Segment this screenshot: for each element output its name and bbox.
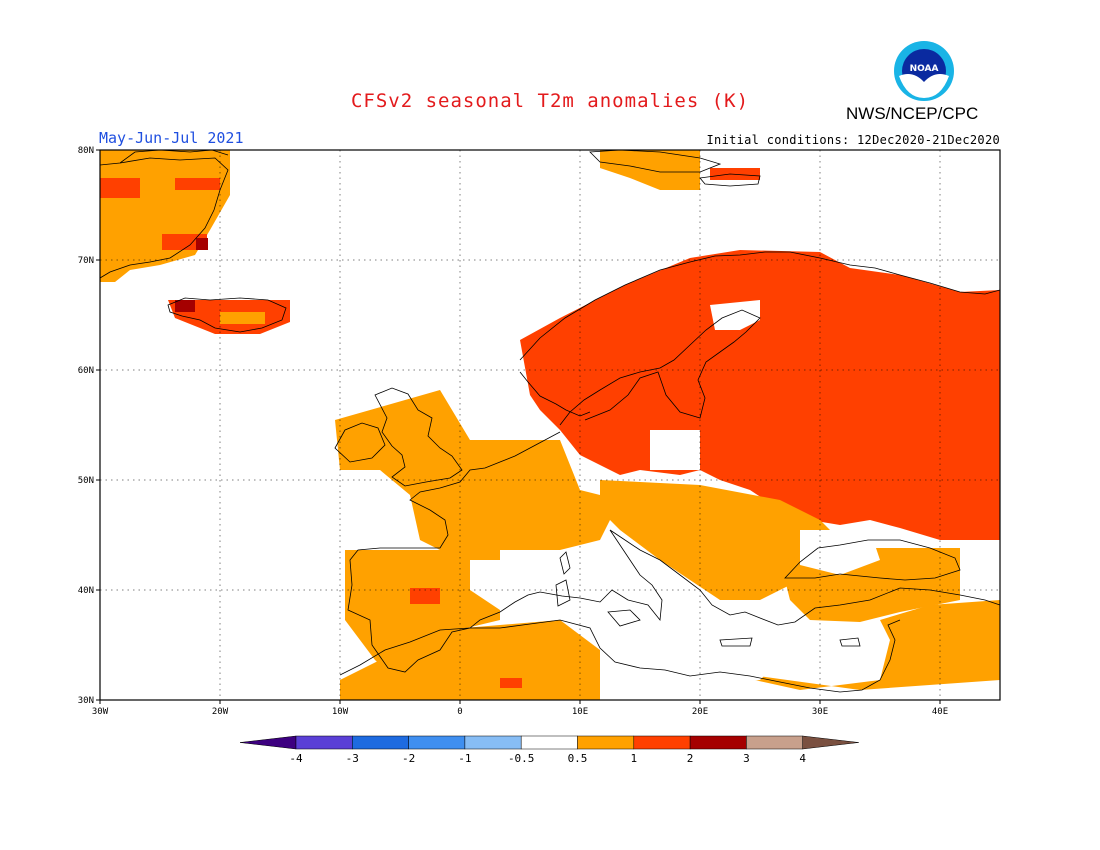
scandinavia-russia-hot-region bbox=[520, 250, 1000, 540]
map-frame bbox=[99, 149, 1001, 701]
colorbar-swatch bbox=[464, 735, 522, 750]
iberia-warm-region bbox=[345, 550, 500, 675]
colorbar-label: 4 bbox=[799, 752, 806, 765]
greenland-hot-cell bbox=[100, 178, 140, 198]
colorbar-label: 1 bbox=[630, 752, 637, 765]
lat-tick-label: 40N bbox=[78, 586, 94, 596]
colorbar-legend: -4 -3 -2 -1 -0.5 0.5 1 2 3 4 bbox=[239, 735, 859, 765]
lon-tick-label: 20E bbox=[692, 707, 708, 717]
colorbar-swatch bbox=[520, 735, 578, 750]
colorbar-swatch bbox=[633, 735, 691, 750]
iberia-hot-cell bbox=[410, 588, 440, 604]
lon-tick-label: 30W bbox=[92, 707, 109, 717]
lat-tick-label: 80N bbox=[78, 146, 94, 156]
colorbar-label: 2 bbox=[687, 752, 694, 765]
greenland-hot-cell bbox=[175, 178, 220, 190]
chart-title: CFSv2 seasonal T2m anomalies (K) bbox=[350, 90, 750, 112]
greenland-warm-region bbox=[100, 150, 230, 282]
colorbar-swatch bbox=[352, 735, 409, 750]
lon-tick-label: 40E bbox=[932, 707, 948, 717]
colorbar-label: -1 bbox=[458, 752, 471, 765]
western-med-neutral-area bbox=[470, 560, 620, 620]
colorbar-swatch bbox=[408, 735, 466, 750]
lat-tick-label: 50N bbox=[78, 476, 94, 486]
colorbar-label: -2 bbox=[402, 752, 415, 765]
axis-ticks: 30N 40N 50N 60N 70N 80N 30W 20W 10W 0 10E 20E 30E 40E bbox=[78, 146, 948, 717]
lat-tick-label: 30N bbox=[78, 696, 94, 706]
graticule bbox=[100, 150, 1000, 700]
lon-tick-label: 20W bbox=[212, 707, 229, 717]
colorbar-label: -4 bbox=[289, 752, 303, 765]
coastlines bbox=[99, 149, 1001, 693]
noaa-logo: NOAA bbox=[894, 41, 954, 101]
lat-tick-label: 60N bbox=[78, 366, 94, 376]
lon-tick-label: 0 bbox=[457, 707, 462, 717]
baltic-neutral-area bbox=[710, 300, 760, 330]
colorbar-arrow-low bbox=[239, 735, 297, 750]
logo-text: NOAA bbox=[910, 64, 939, 74]
colorbar-label: -3 bbox=[346, 752, 359, 765]
poland-neutral-area bbox=[650, 430, 700, 470]
iceland-warm-cell bbox=[220, 312, 265, 324]
iceland-very-hot-cell bbox=[175, 300, 195, 312]
lon-tick-label: 10W bbox=[332, 707, 349, 717]
initial-conditions: Initial conditions: 12Dec2020-21Dec2020 bbox=[706, 133, 1000, 147]
forecast-period: May-Jun-Jul 2021 bbox=[99, 129, 244, 147]
colorbar-swatch bbox=[577, 735, 635, 750]
anomaly-cells bbox=[100, 150, 1000, 700]
western-europe-warm-region bbox=[335, 390, 620, 550]
north-africa-hot-cell bbox=[500, 678, 522, 688]
colorbar-swatch bbox=[689, 735, 747, 750]
central-med-neutral-area bbox=[600, 620, 800, 690]
lat-tick-label: 70N bbox=[78, 256, 94, 266]
middle-east-warm-region bbox=[700, 600, 1000, 690]
colorbar-swatch bbox=[746, 735, 803, 750]
colorbar-arrow-high bbox=[802, 735, 859, 750]
colorbar-label: 3 bbox=[743, 752, 750, 765]
colorbar-label: 0.5 bbox=[568, 752, 588, 765]
greenland-very-hot-cell bbox=[196, 238, 208, 250]
lon-tick-label: 10E bbox=[572, 707, 588, 717]
lon-tick-label: 30E bbox=[812, 707, 828, 717]
agency-label: NWS/NCEP/CPC bbox=[846, 104, 979, 123]
north-africa-warm-region bbox=[340, 620, 600, 700]
colorbar-swatch bbox=[295, 735, 353, 750]
colorbar-label: -0.5 bbox=[508, 752, 535, 765]
